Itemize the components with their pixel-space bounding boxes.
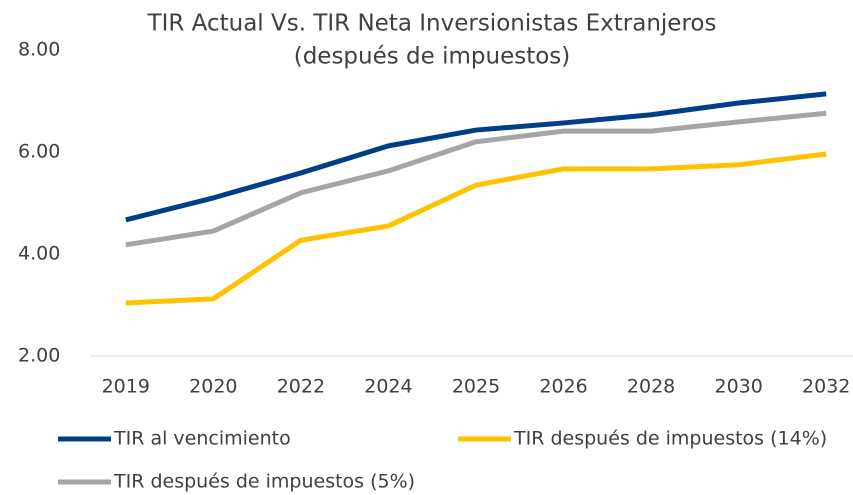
y-tick-label: 6.00 [18,141,60,163]
x-tick-label: 2028 [627,376,675,398]
x-tick-label: 2024 [364,376,412,398]
x-tick-label: 2019 [102,376,150,398]
legend-label: TIR al vencimiento [113,428,291,450]
x-tick-label: 2022 [277,376,325,398]
y-tick-label: 8.00 [18,39,60,61]
x-tick-label: 2026 [539,376,587,398]
x-tick-label: 2020 [189,376,237,398]
y-tick-label: 4.00 [18,243,60,265]
y-tick-label: 2.00 [18,345,60,367]
series-line [125,151,827,306]
x-tick-label: 2025 [452,376,500,398]
x-tick-label: 2030 [714,376,762,398]
x-tick-label: 2032 [802,376,850,398]
series-line [125,110,827,248]
legend-label: TIR después de impuestos (5%) [113,471,415,493]
series-line [125,91,827,223]
chart-subtitle: (después de impuestos) [294,44,571,70]
chart-title: TIR Actual Vs. TIR Neta Inversionistas E… [147,11,717,37]
legend-label: TIR después de impuestos (14%) [513,428,827,450]
